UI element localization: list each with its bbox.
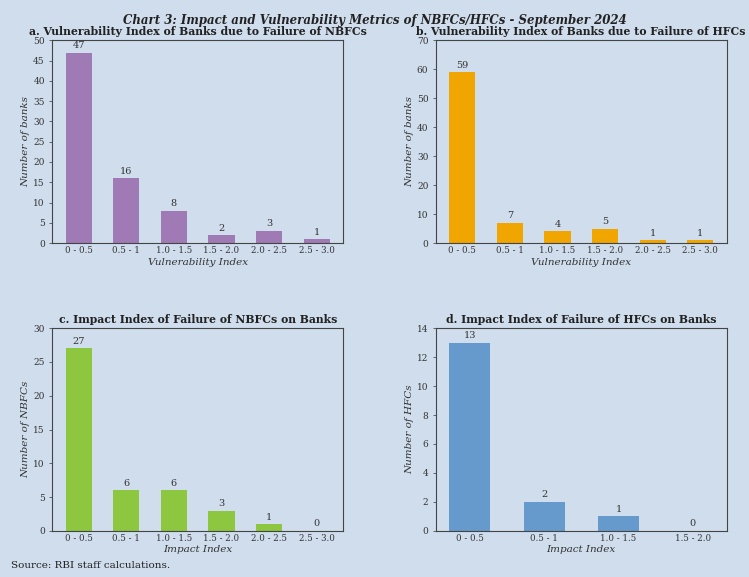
Text: 8: 8	[171, 199, 177, 208]
X-axis label: Impact Index: Impact Index	[547, 545, 616, 554]
Y-axis label: Number of NBFCs: Number of NBFCs	[22, 381, 31, 478]
Text: 16: 16	[120, 167, 133, 176]
Bar	[161, 490, 187, 531]
Bar	[256, 231, 282, 243]
Bar	[66, 349, 92, 531]
Text: 1: 1	[697, 228, 703, 238]
Text: 27: 27	[73, 337, 85, 346]
Text: 4: 4	[554, 220, 560, 229]
Bar	[497, 223, 523, 243]
Text: 1: 1	[314, 227, 320, 237]
Bar	[449, 72, 476, 243]
Text: 0: 0	[690, 519, 696, 529]
Bar	[640, 240, 666, 243]
Bar	[303, 239, 330, 243]
Text: 6: 6	[171, 479, 177, 488]
Text: 7: 7	[507, 211, 513, 220]
Text: 1: 1	[649, 228, 656, 238]
Text: Chart 3: Impact and Vulnerability Metrics of NBFCs/HFCs - September 2024: Chart 3: Impact and Vulnerability Metric…	[123, 14, 626, 28]
Text: 59: 59	[456, 61, 468, 70]
Text: 1: 1	[616, 505, 622, 514]
Bar	[598, 516, 639, 531]
Title: d. Impact Index of Failure of HFCs on Banks: d. Impact Index of Failure of HFCs on Ba…	[446, 314, 717, 325]
X-axis label: Vulnerability Index: Vulnerability Index	[148, 257, 248, 267]
Text: 3: 3	[219, 499, 225, 508]
Text: 1: 1	[266, 512, 272, 522]
Bar	[113, 178, 139, 243]
Bar	[687, 240, 713, 243]
Bar	[524, 502, 565, 531]
Text: 0: 0	[314, 519, 320, 529]
Text: Source: RBI staff calculations.: Source: RBI staff calculations.	[11, 561, 170, 570]
Title: b. Vulnerability Index of Banks due to Failure of HFCs: b. Vulnerability Index of Banks due to F…	[416, 26, 746, 37]
Text: 2: 2	[541, 490, 548, 500]
Bar	[592, 228, 618, 243]
Bar	[161, 211, 187, 243]
Bar	[545, 231, 571, 243]
Text: 2: 2	[219, 223, 225, 233]
Y-axis label: Number of banks: Number of banks	[405, 96, 414, 187]
Bar	[113, 490, 139, 531]
Bar	[208, 511, 234, 531]
Text: 47: 47	[73, 41, 85, 50]
Text: 3: 3	[266, 219, 272, 228]
Text: 13: 13	[464, 331, 476, 340]
X-axis label: Vulnerability Index: Vulnerability Index	[531, 257, 631, 267]
Y-axis label: Number of HFCs: Number of HFCs	[405, 385, 414, 474]
Bar	[208, 235, 234, 243]
Title: a. Vulnerability Index of Banks due to Failure of NBFCs: a. Vulnerability Index of Banks due to F…	[28, 26, 367, 37]
Y-axis label: Number of banks: Number of banks	[22, 96, 31, 187]
Bar	[449, 343, 490, 531]
Text: 5: 5	[602, 217, 608, 226]
Bar	[66, 53, 92, 243]
Bar	[256, 524, 282, 531]
Title: c. Impact Index of Failure of NBFCs on Banks: c. Impact Index of Failure of NBFCs on B…	[58, 314, 337, 325]
X-axis label: Impact Index: Impact Index	[163, 545, 232, 554]
Text: 6: 6	[124, 479, 130, 488]
